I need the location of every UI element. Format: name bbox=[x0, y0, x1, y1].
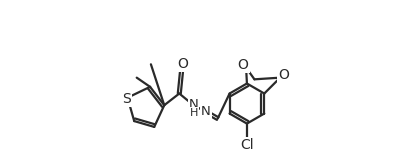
Text: S: S bbox=[122, 92, 131, 106]
Text: N: N bbox=[189, 98, 198, 111]
Text: H: H bbox=[190, 108, 198, 118]
Text: Cl: Cl bbox=[240, 138, 254, 152]
Text: O: O bbox=[278, 68, 289, 82]
Text: O: O bbox=[238, 58, 249, 72]
Text: N: N bbox=[201, 105, 211, 118]
Text: O: O bbox=[177, 57, 188, 71]
